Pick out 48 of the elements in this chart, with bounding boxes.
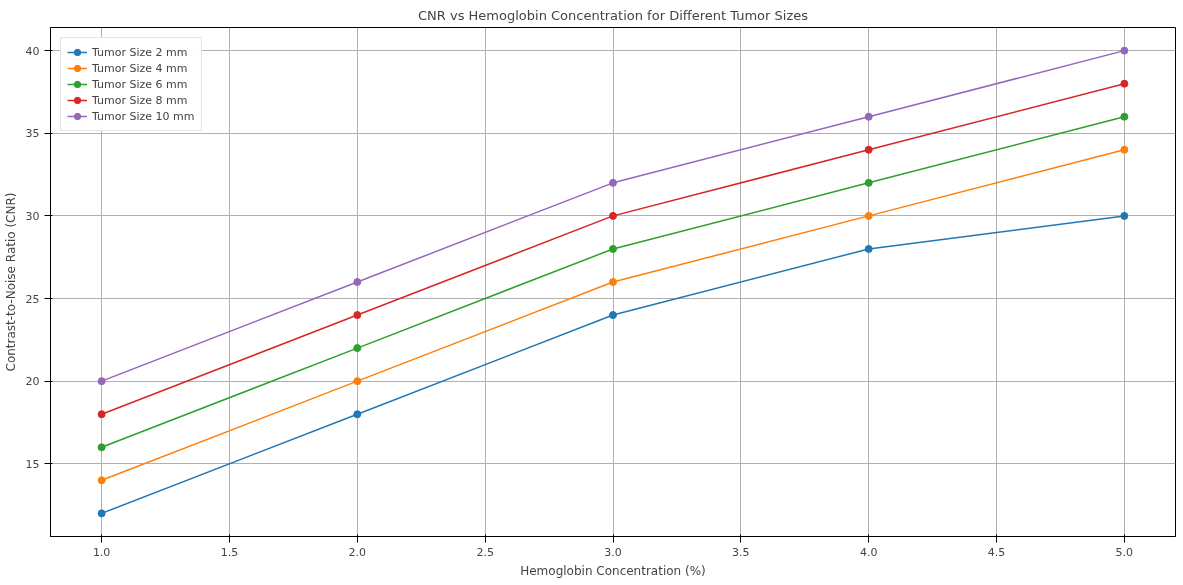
x-tick-label: 3.0: [604, 545, 622, 559]
point: [864, 178, 873, 187]
x-tick-label: 5.0: [1115, 545, 1134, 559]
point: [864, 112, 873, 121]
point: [97, 377, 106, 386]
point: [609, 178, 617, 187]
point: [1120, 112, 1129, 121]
y-tick-label: 25: [25, 292, 40, 306]
point: [1120, 79, 1129, 88]
legend-label: Tumor Size 6 mm: [92, 76, 188, 92]
legend-label: Tumor Size 4 mm: [92, 60, 188, 76]
point: [97, 476, 106, 485]
y-tick-label: 20: [25, 375, 40, 389]
y-tick-label: 40: [25, 44, 40, 58]
y-tick-label: 35: [25, 127, 40, 141]
point: [609, 211, 617, 220]
x-tick-label: 2.5: [476, 545, 494, 559]
point: [353, 311, 362, 320]
legend-label: Tumor Size 2 mm: [92, 44, 188, 60]
point: [609, 278, 617, 286]
point: [609, 311, 617, 320]
point: [864, 145, 873, 154]
x-tick-label: 4.0: [859, 545, 878, 559]
point: [864, 244, 873, 253]
x-tick-label: 4.5: [987, 545, 1006, 559]
point: [1120, 145, 1129, 154]
point: [609, 244, 617, 253]
point: [353, 278, 362, 286]
legend-label: Tumor Size 10 mm: [92, 108, 195, 124]
x-tick-label: 1.5: [220, 545, 239, 559]
point: [864, 211, 873, 220]
legend-label: Tumor Size 8 mm: [92, 92, 188, 108]
x-axis-title: Hemoglobin Concentration (%): [520, 563, 706, 578]
point: [353, 344, 362, 353]
point: [353, 377, 362, 386]
point: [97, 410, 106, 419]
x-tick-label: 2.0: [348, 545, 367, 559]
y-axis-title: Contrast-to-Noise Ratio (CNR): [3, 192, 18, 372]
x-tick-label: 3.5: [732, 545, 750, 559]
x-tick-label: 1.0: [92, 545, 111, 559]
point: [97, 509, 106, 518]
point: [353, 410, 362, 419]
point: [97, 443, 106, 452]
point: [1120, 211, 1129, 220]
chart-title: CNR vs Hemoglobin Concentration for Different Tumor Sizes: [418, 7, 809, 23]
point: [1120, 46, 1129, 55]
y-tick-label: 30: [25, 209, 40, 223]
y-tick-label: 15: [25, 457, 40, 471]
